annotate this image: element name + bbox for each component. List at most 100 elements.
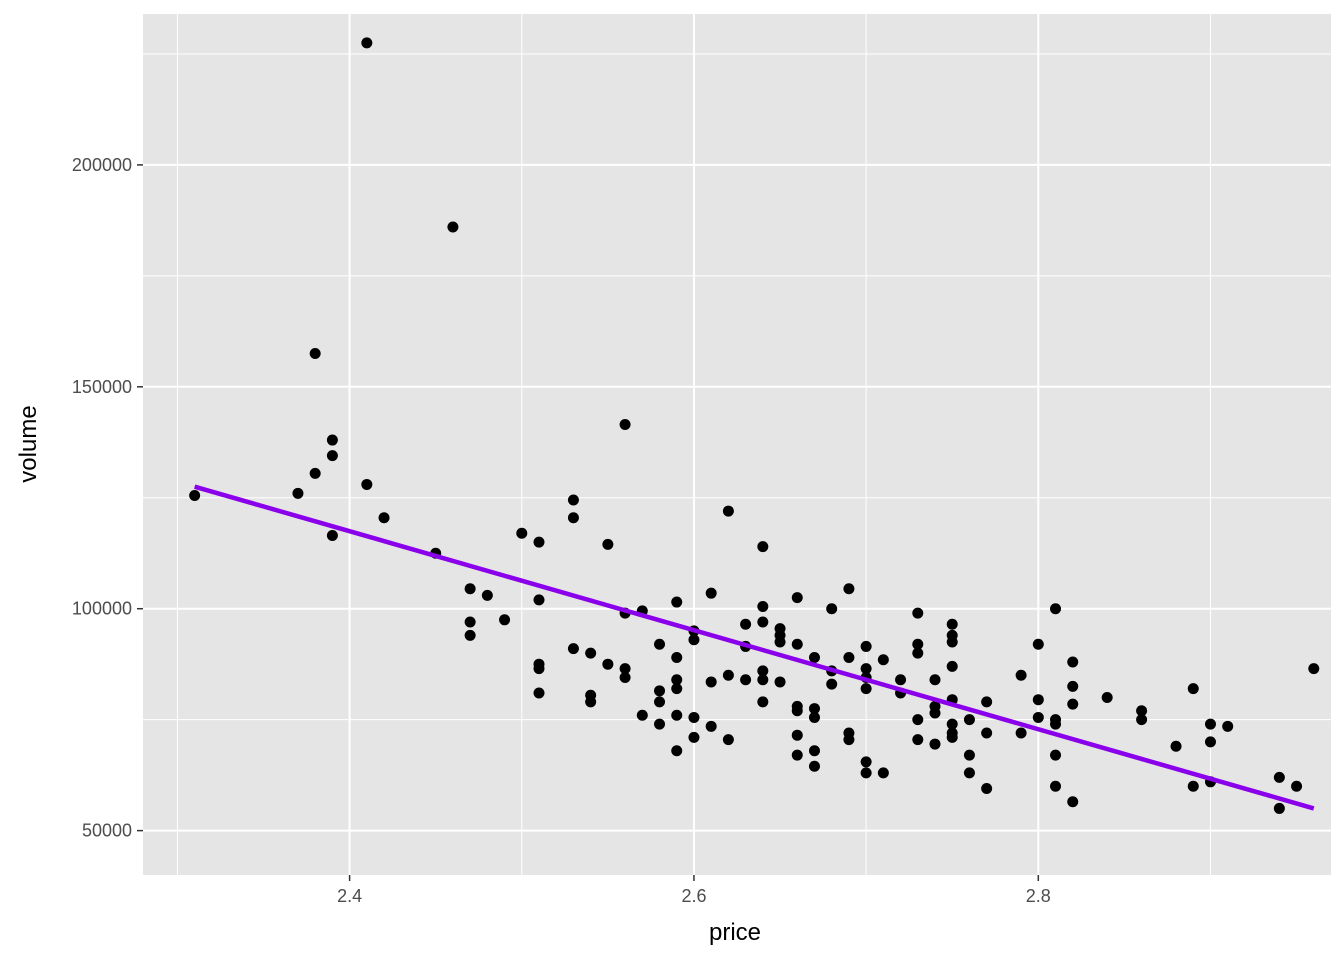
data-point	[688, 634, 700, 646]
data-point	[1067, 796, 1079, 808]
data-point	[929, 674, 941, 686]
data-point	[585, 647, 597, 659]
data-point	[688, 731, 700, 743]
x-axis-title: price	[709, 919, 761, 946]
data-point	[740, 618, 752, 630]
data-point	[1101, 691, 1113, 703]
data-point	[1222, 720, 1234, 732]
data-point	[946, 660, 958, 672]
data-point	[1273, 802, 1285, 814]
data-point	[895, 674, 907, 686]
data-point	[1032, 711, 1044, 723]
x-tick-label: 2.8	[1026, 886, 1051, 906]
data-point	[912, 714, 924, 726]
data-point	[636, 709, 648, 721]
data-point	[1032, 638, 1044, 650]
data-point	[860, 767, 872, 779]
data-point	[946, 636, 958, 648]
data-point	[602, 538, 614, 550]
y-tick-label: 100000	[72, 599, 132, 619]
data-point	[722, 505, 734, 517]
data-point	[757, 616, 769, 628]
data-point	[705, 720, 717, 732]
data-point	[912, 647, 924, 659]
x-tick-label: 2.4	[337, 886, 362, 906]
x-axis: 2.4 2.6 2.8	[337, 875, 1051, 906]
y-tick-label: 200000	[72, 155, 132, 175]
data-point	[1050, 603, 1062, 615]
data-point	[929, 738, 941, 750]
data-point	[361, 478, 373, 490]
data-point	[481, 589, 493, 601]
data-point	[791, 705, 803, 717]
data-point	[774, 636, 786, 648]
data-point	[1291, 780, 1303, 792]
data-point	[671, 709, 683, 721]
data-point	[671, 596, 683, 608]
data-point	[464, 629, 476, 641]
data-point	[533, 663, 545, 675]
data-point	[1032, 694, 1044, 706]
data-point	[722, 669, 734, 681]
data-point	[808, 711, 820, 723]
data-point	[1136, 714, 1148, 726]
plot-panel	[143, 14, 1331, 875]
data-point	[843, 734, 855, 746]
trend-line	[194, 484, 1315, 811]
data-point	[619, 419, 631, 431]
data-point	[1136, 705, 1148, 717]
data-point	[585, 696, 597, 708]
data-point	[654, 718, 666, 730]
data-point	[654, 638, 666, 650]
data-point	[981, 696, 993, 708]
data-point	[1050, 718, 1062, 730]
data-point	[1204, 736, 1216, 748]
data-point	[912, 607, 924, 619]
data-point	[567, 512, 579, 524]
data-point	[946, 618, 958, 630]
data-point	[309, 467, 321, 479]
data-point	[326, 529, 338, 541]
data-point	[1067, 698, 1079, 710]
data-point	[757, 696, 769, 708]
data-point	[619, 663, 631, 675]
data-point	[860, 683, 872, 695]
data-point	[189, 490, 201, 502]
data-point	[877, 654, 889, 666]
data-point	[963, 767, 975, 779]
major-gridlines	[143, 14, 1331, 875]
data-point	[464, 583, 476, 595]
data-point	[326, 434, 338, 446]
data-point	[1308, 663, 1320, 675]
data-point	[757, 600, 769, 612]
data-point	[757, 674, 769, 686]
data-point	[791, 638, 803, 650]
y-tick-label: 50000	[82, 821, 132, 841]
data-points	[189, 37, 1320, 814]
data-point	[981, 782, 993, 794]
data-point	[1050, 749, 1062, 761]
data-point	[1067, 656, 1079, 668]
data-point	[946, 718, 958, 730]
data-point	[808, 703, 820, 715]
data-point	[1050, 780, 1062, 792]
data-point	[740, 674, 752, 686]
y-axis: 50000 100000 150000 200000	[72, 155, 143, 841]
data-point	[963, 749, 975, 761]
data-point	[326, 450, 338, 462]
data-point	[533, 687, 545, 699]
data-point	[602, 658, 614, 670]
data-point	[1015, 669, 1027, 681]
data-point	[516, 527, 528, 539]
data-point	[533, 594, 545, 606]
data-point	[1187, 780, 1199, 792]
data-point	[826, 678, 838, 690]
data-point	[671, 683, 683, 695]
data-point	[292, 487, 304, 499]
data-point	[946, 731, 958, 743]
data-point	[877, 767, 889, 779]
data-point	[843, 583, 855, 595]
data-point	[361, 37, 373, 49]
data-point	[671, 745, 683, 757]
